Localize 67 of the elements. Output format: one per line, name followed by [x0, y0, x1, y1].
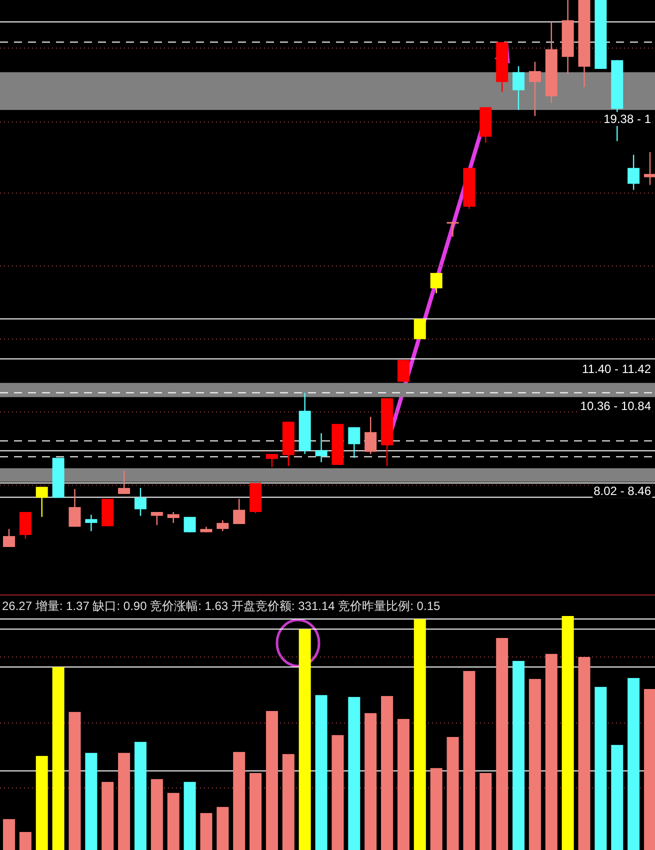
bar — [496, 638, 508, 850]
band-label: 10.36 - 10.84 — [580, 399, 652, 414]
bar — [562, 616, 574, 850]
candlestick — [430, 272, 442, 294]
bar — [332, 735, 344, 850]
candlestick — [446, 221, 459, 238]
candlestick — [134, 487, 146, 516]
candlestick — [364, 416, 377, 455]
candlestick — [233, 498, 246, 525]
candlestick — [167, 511, 180, 524]
bar — [184, 782, 196, 850]
bar — [644, 689, 655, 850]
bar — [528, 678, 541, 850]
candlestick — [36, 486, 48, 518]
bar — [315, 695, 328, 850]
bar — [19, 832, 32, 850]
bar — [102, 782, 114, 850]
bar — [381, 696, 394, 850]
candlestick — [512, 66, 525, 111]
candlestick — [118, 470, 130, 495]
bar — [200, 813, 212, 850]
bar — [463, 670, 476, 850]
bar — [512, 660, 525, 850]
bar — [446, 736, 459, 850]
candlestick — [150, 511, 163, 526]
bar — [36, 756, 48, 850]
bar — [430, 768, 442, 850]
bar — [216, 806, 229, 850]
candlestick — [528, 61, 541, 117]
candlestick — [397, 359, 410, 382]
candlestick — [266, 453, 278, 468]
bar — [118, 752, 130, 850]
bar — [364, 713, 377, 850]
bar — [266, 711, 278, 850]
bar — [85, 752, 98, 850]
bar — [628, 678, 640, 850]
candlestick — [644, 151, 655, 186]
bar — [52, 667, 64, 850]
bar — [68, 712, 81, 850]
bar — [233, 752, 246, 850]
bar — [298, 629, 311, 850]
bar — [282, 754, 294, 850]
candlestick — [216, 520, 229, 532]
candlestick — [628, 154, 640, 190]
bar — [348, 696, 360, 850]
annotation: 11.40 - 11.42 — [582, 362, 652, 376]
bar — [3, 819, 15, 850]
candlestick — [19, 511, 32, 540]
bar — [167, 792, 180, 850]
bar — [594, 686, 607, 850]
bar — [545, 654, 558, 850]
candlestick — [348, 426, 360, 458]
band-label: 8.02 - 8.46 — [594, 484, 652, 498]
candlestick — [315, 432, 328, 463]
band-label: 19.38 - 1 — [604, 112, 652, 126]
chart-title: 26.27 增量: 1.37 缺口: 0.90 竞价涨幅: 1.63 开盘竞价额: 331.14 竞价昨量比例: 0.15 — [2, 599, 440, 613]
bar — [134, 742, 146, 850]
candlestick — [85, 514, 98, 532]
bar — [414, 619, 426, 850]
bar — [611, 744, 624, 850]
candlestick — [3, 528, 15, 548]
bar — [250, 773, 262, 850]
bar — [578, 656, 590, 850]
bar — [150, 779, 163, 850]
bar — [480, 773, 492, 850]
candlestick — [68, 488, 81, 528]
bar — [397, 718, 410, 850]
